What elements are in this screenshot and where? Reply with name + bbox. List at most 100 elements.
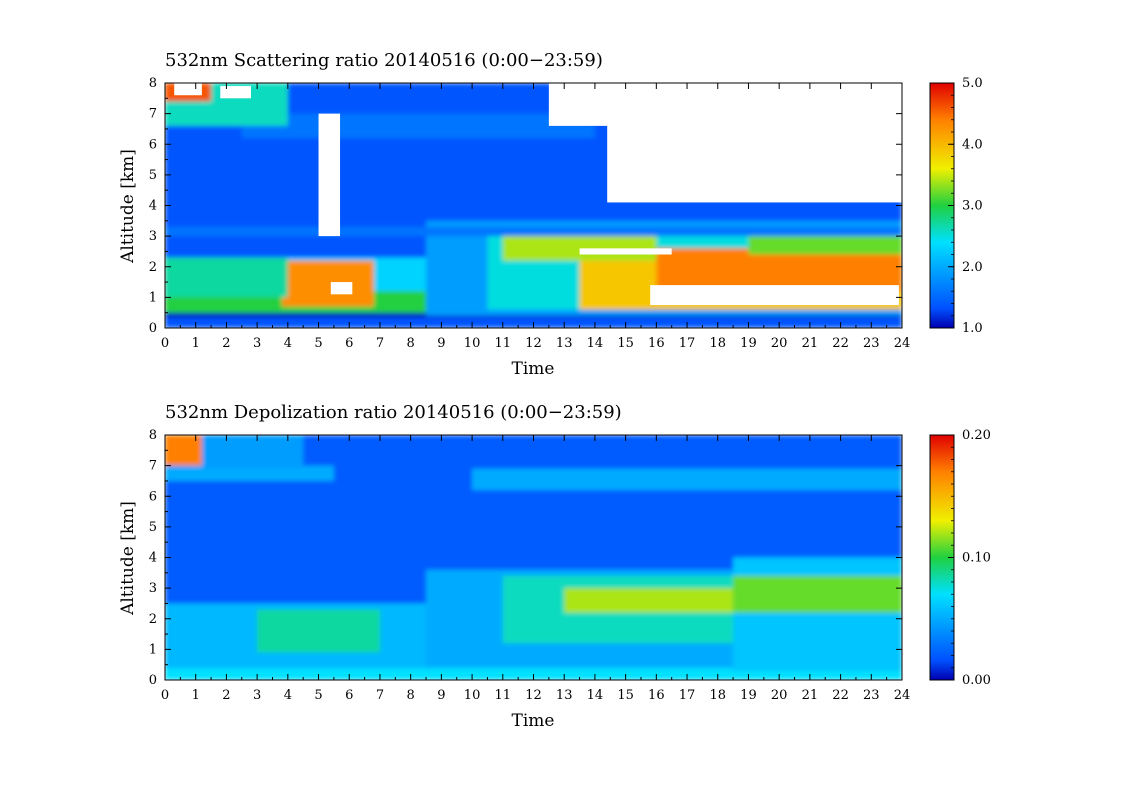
no-data-region <box>318 113 341 237</box>
x-tick-label: 2 <box>222 688 230 703</box>
y-tick-label: 3 <box>149 581 157 596</box>
y-tick-label: 8 <box>149 428 157 443</box>
y-tick-label: 3 <box>149 229 157 244</box>
no-data-region <box>220 86 251 99</box>
heatmap-region <box>165 435 202 466</box>
heatmap-region <box>165 465 334 481</box>
depolarization-ratio-panel: 532nm Depolization ratio 20140516 (0:00−… <box>118 402 991 731</box>
x-tick-label: 9 <box>437 688 445 703</box>
x-tick-label: 20 <box>771 688 788 703</box>
heatmap-region <box>733 575 902 613</box>
x-tick-label: 3 <box>253 336 261 351</box>
x-tick-label: 17 <box>679 336 696 351</box>
x-tick-label: 1 <box>192 688 200 703</box>
x-tick-label: 2 <box>222 336 230 351</box>
x-tick-label: 16 <box>648 688 665 703</box>
x-tick-label: 23 <box>863 688 880 703</box>
colorbar-tick-label: 4.0 <box>962 137 983 152</box>
heatmap-region <box>165 226 902 237</box>
x-tick-label: 8 <box>407 688 415 703</box>
x-axis: 0 1 2 3 4 5 6 7 8 9 10 11 12 13 14 15 16 17 18 19 20 21 22 23 24 <box>161 435 910 703</box>
colorbar-tick-label: 1.0 <box>962 321 983 336</box>
x-axis-label: Time <box>512 359 555 379</box>
x-tick-label: 18 <box>709 336 726 351</box>
y-tick-label: 7 <box>149 107 157 122</box>
y-tick-label: 6 <box>149 489 157 504</box>
x-tick-label: 6 <box>345 688 353 703</box>
x-tick-label: 18 <box>709 688 726 703</box>
x-tick-label: 13 <box>556 336 573 351</box>
x-tick-label: 13 <box>556 688 573 703</box>
y-tick-label: 4 <box>149 551 157 566</box>
y-tick-label: 2 <box>149 612 157 627</box>
colorbar-tick-label: 3.0 <box>962 199 983 214</box>
no-data-region <box>650 285 899 306</box>
heatmap-region <box>733 557 902 671</box>
x-tick-label: 11 <box>495 688 512 703</box>
x-tick-label: 16 <box>648 336 665 351</box>
y-tick-label: 0 <box>149 321 157 336</box>
x-tick-label: 4 <box>284 336 292 351</box>
x-tick-label: 21 <box>802 688 819 703</box>
x-tick-label: 0 <box>161 336 169 351</box>
x-tick-label: 20 <box>771 336 788 351</box>
y-tick-label: 0 <box>149 673 157 688</box>
colorbar-tick-label: 0.10 <box>962 551 991 566</box>
y-axis-label: Altitude [km] <box>118 149 138 264</box>
x-tick-label: 3 <box>253 688 261 703</box>
heatmap-field <box>165 83 902 328</box>
heatmap-region <box>472 468 902 491</box>
heatmap-region <box>257 609 380 653</box>
x-tick-label: 6 <box>345 336 353 351</box>
colorbar: 1.0 2.0 3.0 4.0 5.0 <box>929 76 983 336</box>
x-tick-label: 17 <box>679 688 696 703</box>
x-tick-label: 24 <box>894 336 911 351</box>
x-tick-label: 23 <box>863 336 880 351</box>
x-tick-label: 15 <box>617 688 634 703</box>
x-tick-label: 7 <box>376 688 384 703</box>
x-tick-label: 22 <box>832 688 849 703</box>
x-tick-label: 10 <box>464 336 481 351</box>
x-tick-label: 8 <box>407 336 415 351</box>
x-tick-label: 9 <box>437 336 445 351</box>
x-tick-label: 0 <box>161 688 169 703</box>
scattering-ratio-panel: 532nm Scattering ratio 20140516 (0:00−23… <box>118 50 983 379</box>
x-tick-label: 22 <box>832 336 849 351</box>
no-data-region <box>548 83 902 126</box>
no-data-region <box>330 282 353 295</box>
x-axis-label: Time <box>512 711 555 731</box>
y-tick-label: 4 <box>149 199 157 214</box>
colorbar-tick-label: 5.0 <box>962 76 983 91</box>
chart-title: 532nm Scattering ratio 20140516 (0:00−23… <box>165 50 603 71</box>
y-axis: 0 1 2 3 4 5 6 7 8 <box>149 428 902 688</box>
no-data-region <box>579 248 672 255</box>
heatmap-region <box>241 113 595 139</box>
colorbar-tick-label: 0.00 <box>962 673 991 688</box>
x-tick-label: 10 <box>464 688 481 703</box>
x-tick-label: 21 <box>802 336 819 351</box>
heatmap-field <box>165 435 902 680</box>
y-tick-label: 1 <box>149 642 157 657</box>
y-tick-label: 1 <box>149 290 157 305</box>
x-tick-label: 5 <box>314 336 322 351</box>
y-tick-label: 7 <box>149 459 157 474</box>
y-tick-label: 2 <box>149 260 157 275</box>
x-tick-label: 19 <box>740 336 757 351</box>
y-axis-label: Altitude [km] <box>118 501 138 616</box>
x-tick-label: 24 <box>894 688 911 703</box>
heatmap-region <box>748 236 902 255</box>
y-tick-label: 5 <box>149 168 157 183</box>
heatmap-region <box>165 257 288 298</box>
x-tick-label: 19 <box>740 688 757 703</box>
x-tick-label: 14 <box>587 336 604 351</box>
heatmap-region <box>281 260 374 307</box>
y-tick-label: 6 <box>149 137 157 152</box>
x-tick-label: 14 <box>587 688 604 703</box>
x-tick-label: 4 <box>284 688 292 703</box>
x-tick-label: 1 <box>192 336 200 351</box>
colorbar-tick-label: 2.0 <box>962 260 983 275</box>
x-tick-label: 12 <box>525 336 542 351</box>
x-tick-label: 5 <box>314 688 322 703</box>
x-tick-label: 12 <box>525 688 542 703</box>
